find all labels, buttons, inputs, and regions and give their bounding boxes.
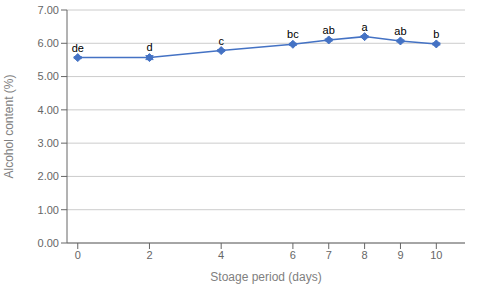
svg-text:10: 10 — [430, 249, 442, 261]
svg-text:2.00: 2.00 — [38, 170, 59, 182]
svg-text:a: a — [362, 21, 369, 33]
svg-text:Alcohol content (%): Alcohol content (%) — [8, 74, 16, 178]
svg-text:7: 7 — [326, 249, 332, 261]
svg-text:ab: ab — [394, 25, 406, 37]
svg-text:6: 6 — [290, 249, 296, 261]
svg-text:0.00: 0.00 — [38, 237, 59, 249]
svg-text:9: 9 — [397, 249, 403, 261]
svg-text:bc: bc — [287, 28, 299, 40]
svg-text:1.00: 1.00 — [38, 204, 59, 216]
svg-text:de: de — [72, 42, 84, 54]
svg-text:4.00: 4.00 — [38, 104, 59, 116]
svg-text:8: 8 — [362, 249, 368, 261]
svg-text:d: d — [146, 41, 152, 53]
svg-text:7.00: 7.00 — [38, 4, 59, 16]
svg-text:b: b — [433, 28, 439, 40]
svg-text:2: 2 — [146, 249, 152, 261]
svg-text:6.00: 6.00 — [38, 37, 59, 49]
svg-text:Stoage period (days): Stoage period (days) — [210, 270, 321, 284]
svg-text:3.00: 3.00 — [38, 137, 59, 149]
svg-text:ab: ab — [323, 24, 335, 36]
svg-text:4: 4 — [218, 249, 224, 261]
svg-text:c: c — [218, 35, 224, 47]
svg-text:0: 0 — [75, 249, 81, 261]
svg-text:5.00: 5.00 — [38, 70, 59, 82]
